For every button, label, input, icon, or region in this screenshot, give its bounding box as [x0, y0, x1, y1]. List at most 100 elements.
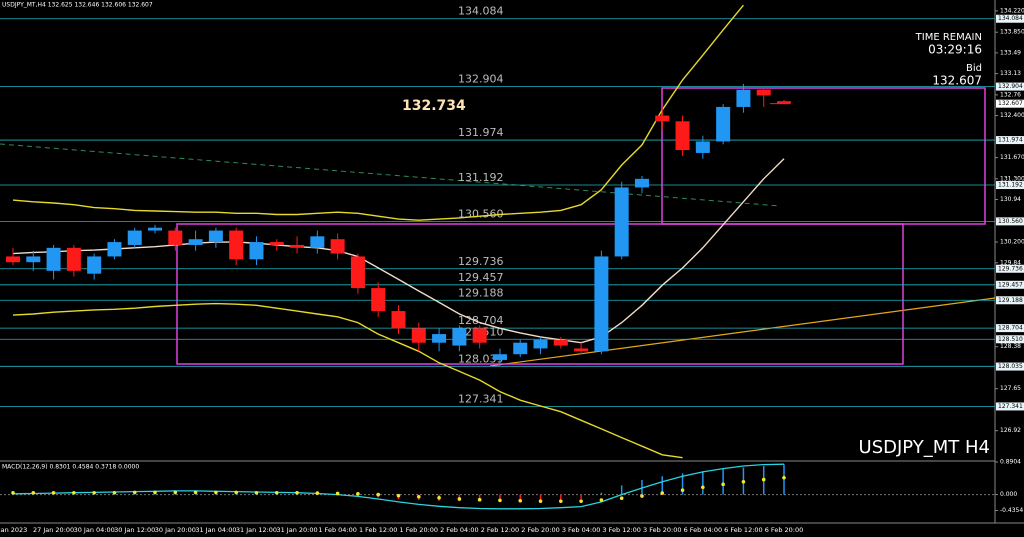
level-tag	[996, 264, 1024, 273]
x-tick-label: 30 Jan 12:00	[114, 526, 155, 534]
x-tick-label: 6 Feb 20:00	[765, 526, 804, 534]
candle-body	[269, 242, 284, 245]
level-tag	[996, 181, 1024, 190]
symbol-label: USDJPY_MT H4	[859, 437, 990, 458]
signal-dot	[680, 488, 685, 492]
signal-dot	[234, 490, 238, 495]
signal-dot	[153, 490, 157, 495]
x-tick-label: 31 Jan 12:00	[236, 526, 277, 534]
candle-body	[452, 328, 467, 346]
level-tag-label: 128.704	[998, 325, 1023, 332]
x-tick-label: 2 Feb 04:00	[440, 526, 479, 534]
candle-body	[736, 89, 751, 107]
signal-dot	[254, 490, 259, 495]
level-tag-label: 130.560	[998, 218, 1023, 225]
candle-body	[229, 230, 244, 260]
y-tick-label: 132.76	[1000, 91, 1021, 98]
signal-dot	[214, 490, 218, 495]
candle-body	[533, 339, 548, 349]
price-note: 132.734	[402, 98, 466, 114]
candle-body	[290, 244, 305, 248]
signal-dot	[72, 490, 76, 495]
y-tick-label: 128.38	[1000, 343, 1021, 350]
x-tick-label: 3 Feb 04:00	[562, 526, 601, 534]
candle-body	[472, 328, 487, 343]
y-tick-label: 131.670	[1000, 154, 1024, 161]
candle-body	[6, 256, 20, 263]
indicator-line	[12, 302, 683, 459]
level-tag	[996, 280, 1024, 289]
signal-dot	[559, 499, 563, 503]
y-tick-label: -0.4354	[1000, 507, 1023, 514]
y-tick-label: 0.000	[1000, 491, 1017, 498]
candle-body	[675, 121, 690, 151]
candle-body	[777, 101, 791, 104]
signal-dot	[498, 498, 502, 503]
level-label: 130.560	[458, 207, 504, 220]
indicator-line	[12, 158, 785, 344]
signal-dot	[193, 490, 198, 495]
x-tick-label: 31 Jan 04:00	[195, 526, 236, 534]
candle-body	[716, 106, 731, 142]
signal-dot	[295, 490, 299, 495]
signal-dot	[31, 490, 36, 495]
candle-body	[26, 256, 41, 263]
y-tick-label: 126.92	[1000, 427, 1021, 434]
signal-dot	[741, 479, 746, 484]
candle-body	[87, 256, 102, 274]
candle-body	[614, 187, 629, 257]
candle-body	[634, 178, 649, 188]
candle-body	[432, 334, 447, 343]
bid-price: 132.607	[932, 74, 982, 88]
signal-dot	[477, 497, 482, 502]
level-label: 129.457	[458, 271, 504, 284]
signal-dot	[599, 498, 604, 502]
y-tick-label: 131.300	[1000, 175, 1024, 182]
level-tag-label: 128.510	[998, 336, 1023, 343]
candle-body	[371, 288, 386, 312]
level-label: 131.974	[458, 126, 504, 139]
signal-dot	[315, 491, 320, 495]
candle-body	[756, 89, 771, 96]
signal-dot	[173, 490, 178, 495]
x-tick-label: 1 Feb 20:00	[400, 526, 439, 534]
candle-body	[411, 328, 426, 343]
signal-dot	[619, 496, 624, 501]
y-tick-label: 130.94	[1000, 196, 1021, 203]
level-tag	[996, 82, 1024, 91]
indicator-line	[12, 4, 744, 221]
candle-body	[695, 141, 710, 153]
level-tag-label: 129.457	[998, 281, 1023, 288]
level-tag	[996, 335, 1024, 344]
level-label: 132.904	[458, 73, 504, 86]
level-tag	[996, 14, 1024, 23]
candle-body	[188, 239, 203, 245]
candle-body	[66, 247, 81, 271]
candle-body	[553, 339, 568, 346]
candle-body	[513, 342, 528, 355]
x-tick-label: 2 Feb 20:00	[521, 526, 560, 534]
signal-dot	[11, 490, 15, 495]
signal-dot	[457, 497, 462, 501]
signal-dot	[579, 499, 583, 503]
time-remain-label: TIME REMAIN	[915, 32, 982, 43]
signal-dot	[92, 490, 96, 495]
level-tag-label: 129.188	[998, 297, 1023, 304]
signal-dot	[701, 485, 705, 490]
level-label: 128.704	[458, 314, 504, 327]
signal-dot	[640, 494, 644, 498]
level-tag	[996, 296, 1024, 305]
candle-body	[168, 230, 183, 245]
signal-dot	[376, 492, 381, 497]
signal-dot	[518, 498, 523, 503]
level-tag-label: 127.341	[998, 403, 1023, 410]
x-tick-label: 3 Feb 12:00	[602, 526, 641, 534]
x-tick-label: 3 Feb 20:00	[643, 526, 682, 534]
signal-dot	[437, 496, 441, 500]
signal-dot	[538, 499, 543, 503]
signal-dot	[335, 491, 340, 496]
level-tag-label: 128.035	[998, 363, 1023, 370]
candle-body	[330, 239, 345, 254]
signal-dot	[274, 490, 279, 495]
